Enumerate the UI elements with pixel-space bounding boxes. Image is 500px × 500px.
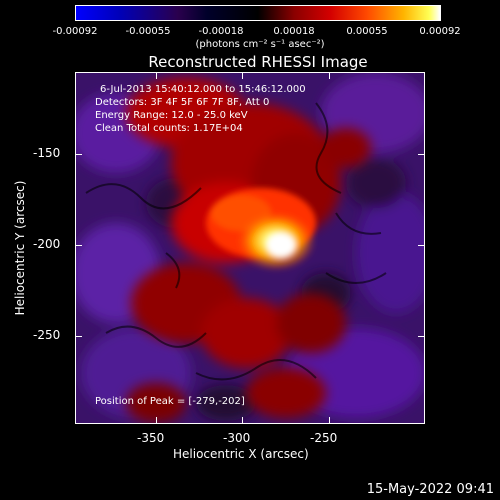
x-tick-label: -350	[137, 431, 165, 445]
flare-source	[206, 188, 316, 271]
y-tick-label: -150	[33, 146, 61, 160]
y-tick-mark	[76, 245, 82, 246]
y-tick-mark	[76, 154, 82, 155]
x-tick-label: -300	[223, 431, 251, 445]
colorbar-tick-label: 0.00055	[346, 26, 388, 37]
y-tick-mark	[418, 336, 424, 337]
time-range-label: 6-Jul-2013 15:40:12.000 to 15:46:12.000	[100, 84, 306, 95]
peak-position-label: Position of Peak = [-279,-202]	[95, 396, 245, 407]
colorbar-tick-label: 0.00092	[419, 26, 461, 37]
y-tick-label: -250	[33, 328, 61, 342]
y-tick-label: -200	[33, 237, 61, 251]
clean-counts-label: Clean Total counts: 1.17E+04	[95, 123, 243, 134]
x-tick-mark	[156, 73, 157, 79]
image-title: Reconstructed RHESSI Image	[148, 53, 368, 71]
x-tick-mark	[242, 417, 243, 423]
y-tick-mark	[418, 154, 424, 155]
x-tick-mark	[242, 73, 243, 79]
colorbar	[75, 5, 441, 21]
y-axis-title: Heliocentric Y (arcsec)	[13, 180, 27, 316]
detectors-label: Detectors: 3F 4F 5F 6F 7F 8F, Att 0	[95, 97, 270, 108]
energy-range-label: Energy Range: 12.0 - 25.0 keV	[95, 110, 248, 121]
colorbar-units: (photons cm⁻² s⁻¹ asec⁻²)	[195, 39, 325, 50]
y-tick-mark	[76, 336, 82, 337]
x-tick-mark	[329, 73, 330, 79]
colorbar-tick-label: -0.00092	[52, 26, 98, 37]
x-tick-mark	[156, 417, 157, 423]
x-tick-mark	[329, 417, 330, 423]
rhessi-image-canvas	[76, 73, 424, 423]
render-timestamp: 15-May-2022 09:41	[366, 482, 494, 497]
image-texture	[85, 102, 387, 381]
colorbar-tick-label: -0.00018	[198, 26, 244, 37]
x-axis-title: Heliocentric X (arcsec)	[173, 447, 309, 461]
x-tick-label: -250	[310, 431, 338, 445]
rhessi-image	[75, 72, 425, 424]
colorbar-tick-label: -0.00055	[125, 26, 171, 37]
colorbar-tick-label: 0.00018	[273, 26, 315, 37]
y-tick-mark	[418, 245, 424, 246]
